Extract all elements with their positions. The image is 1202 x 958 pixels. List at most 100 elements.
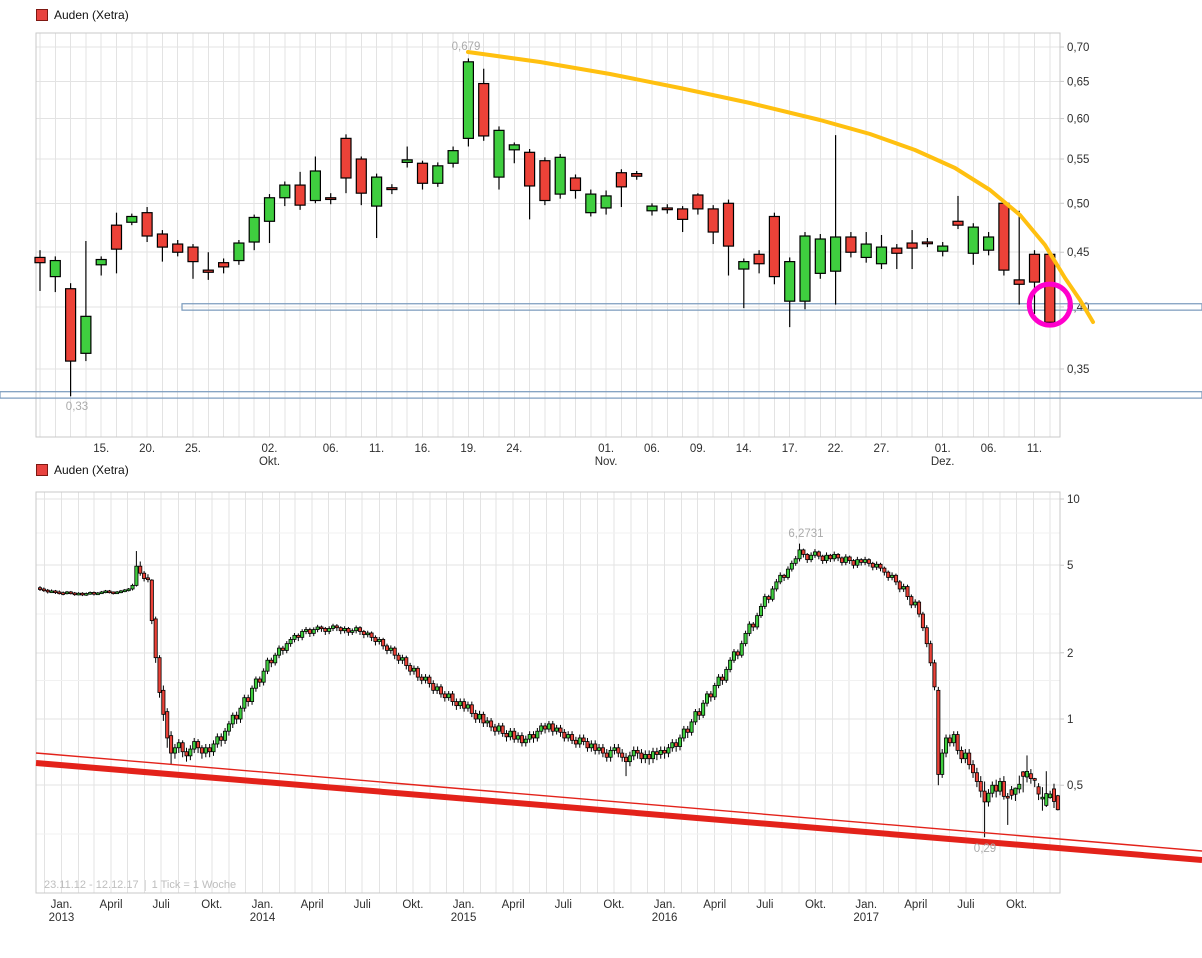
candle bbox=[974, 767, 979, 788]
candle bbox=[41, 587, 46, 592]
candle bbox=[196, 739, 201, 754]
axis-tick-label: 10 bbox=[1067, 494, 1080, 506]
chart-footer: 23.11.12 - 12.12.17 1 Tick = 1 Woche bbox=[44, 880, 236, 891]
y-axis-labels: 10 5 2 1 0,5 bbox=[1060, 494, 1083, 792]
candle bbox=[435, 683, 440, 694]
candle bbox=[392, 646, 397, 660]
axis-tick-label: Juli bbox=[153, 899, 170, 911]
candle bbox=[924, 625, 929, 648]
candle bbox=[1021, 771, 1026, 793]
x-axis-labels: 15. 20. 25. 02.Okt.06. 11. 16. 19. 24. 01.Nov.06… bbox=[93, 443, 1042, 468]
candle bbox=[1013, 210, 1025, 305]
axis-tick-label: April bbox=[301, 899, 324, 911]
candle bbox=[57, 590, 62, 595]
candle bbox=[141, 207, 153, 243]
candle bbox=[508, 142, 520, 164]
candle bbox=[462, 58, 474, 147]
candle bbox=[661, 204, 673, 214]
candle bbox=[404, 655, 409, 670]
candle bbox=[61, 591, 66, 596]
candle bbox=[1013, 787, 1018, 801]
axis-tick-label: Juli bbox=[555, 899, 572, 911]
candle bbox=[967, 749, 972, 770]
candle bbox=[519, 732, 524, 747]
candle bbox=[331, 623, 336, 632]
daily-low-annotation: 0,33 bbox=[65, 401, 89, 413]
candle bbox=[1028, 769, 1033, 784]
candle bbox=[327, 626, 332, 635]
candle bbox=[172, 743, 177, 759]
axis-tick-label: 0,45 bbox=[1067, 247, 1089, 259]
candle bbox=[323, 626, 328, 635]
candle bbox=[307, 627, 312, 637]
candle bbox=[142, 571, 147, 582]
candle bbox=[492, 723, 497, 736]
candle bbox=[199, 745, 204, 759]
candle bbox=[624, 753, 629, 777]
candle bbox=[893, 573, 898, 586]
candle bbox=[215, 733, 220, 748]
candle bbox=[523, 735, 528, 747]
candle bbox=[512, 728, 517, 743]
candle bbox=[546, 720, 551, 733]
candle bbox=[156, 230, 168, 262]
candle bbox=[34, 250, 46, 291]
candle bbox=[845, 232, 857, 258]
candle bbox=[982, 232, 995, 256]
candle bbox=[543, 722, 548, 734]
candle bbox=[84, 592, 89, 596]
candle bbox=[508, 728, 513, 741]
candle bbox=[496, 722, 501, 735]
candle bbox=[207, 743, 212, 758]
candle bbox=[49, 256, 61, 293]
candle bbox=[111, 591, 116, 595]
candle bbox=[891, 244, 903, 270]
trendline bbox=[35, 752, 1202, 852]
candle bbox=[612, 743, 617, 755]
axis-tick-label: 14. bbox=[736, 443, 752, 455]
candle bbox=[738, 258, 750, 309]
candle bbox=[937, 242, 949, 257]
candle bbox=[489, 718, 494, 732]
candle bbox=[172, 240, 184, 257]
candle bbox=[1005, 792, 1010, 825]
candle bbox=[122, 588, 127, 593]
axis-tick-label: 25. bbox=[185, 443, 201, 455]
candle bbox=[608, 746, 613, 762]
candle bbox=[369, 631, 374, 642]
candle bbox=[126, 213, 138, 226]
candle bbox=[693, 709, 698, 725]
weekly-high-annotation: 6,2731 bbox=[788, 528, 824, 540]
axis-tick-label: 20. bbox=[139, 443, 155, 455]
axis-tick-label: Nov. bbox=[595, 456, 618, 468]
candle bbox=[589, 740, 594, 752]
candle bbox=[450, 691, 455, 706]
candle bbox=[309, 156, 321, 204]
candle bbox=[169, 731, 174, 765]
axis-tick-label: 0,5 bbox=[1067, 780, 1083, 792]
candle bbox=[947, 734, 952, 747]
candle bbox=[928, 640, 933, 667]
candle bbox=[828, 553, 833, 563]
candle bbox=[770, 586, 775, 602]
candle bbox=[785, 566, 790, 580]
candle bbox=[747, 621, 752, 637]
candle bbox=[257, 676, 262, 687]
candle bbox=[658, 746, 663, 759]
candle bbox=[577, 734, 582, 748]
candle bbox=[1017, 775, 1022, 794]
date-range-label: 23.11.12 - 12.12.17 bbox=[44, 879, 139, 891]
candle bbox=[469, 701, 474, 718]
candle bbox=[527, 731, 532, 743]
candle bbox=[986, 789, 991, 807]
candle bbox=[95, 591, 100, 596]
candle bbox=[762, 593, 767, 610]
legend-swatch-icon bbox=[36, 9, 48, 21]
daily-high-annotation: 0,679 bbox=[451, 41, 481, 53]
candle bbox=[616, 743, 621, 758]
axis-tick-label: April bbox=[904, 899, 927, 911]
candle bbox=[138, 561, 143, 576]
